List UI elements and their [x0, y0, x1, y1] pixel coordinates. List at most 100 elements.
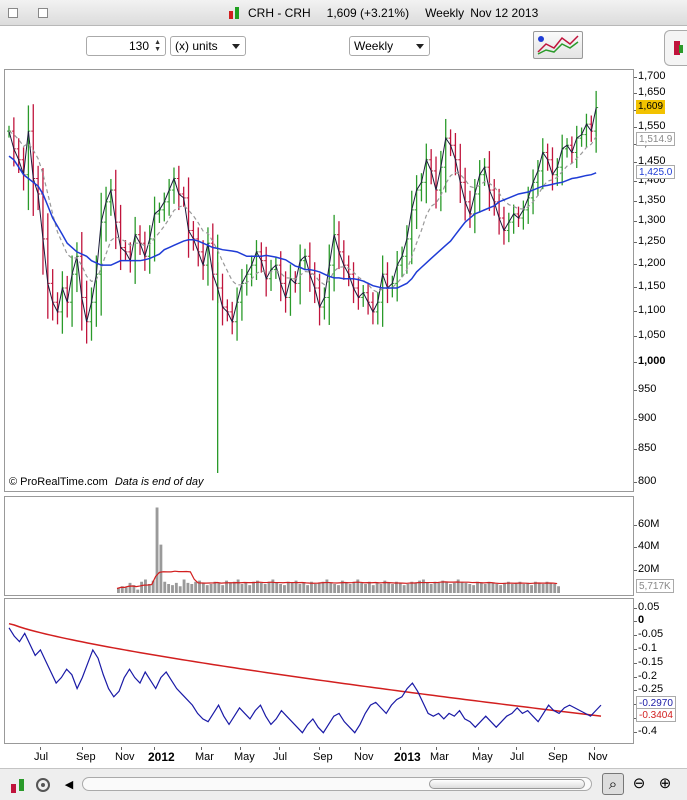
price-tick-mark [634, 77, 637, 78]
volume-chart-svg [116, 507, 560, 593]
units-count-input[interactable]: 130 ▲ ▼ [86, 36, 166, 56]
osc-tick-mark [634, 731, 637, 733]
draw-tool-icon[interactable] [8, 774, 30, 796]
price-chart-panel[interactable]: © ProRealTime.com Data is end of day [4, 69, 634, 492]
window-minimize-button[interactable] [38, 8, 48, 18]
volume-bar [286, 581, 290, 593]
volume-tick-label: 20M [638, 562, 660, 575]
volume-bar [503, 582, 506, 593]
price-tick-mark [634, 200, 637, 202]
period-select[interactable]: Weekly [349, 36, 430, 56]
oscillator-panel[interactable] [4, 598, 634, 744]
volume-bar [522, 584, 526, 593]
volume-bar [333, 584, 337, 593]
volume-bar [236, 579, 240, 593]
settings-icon[interactable] [32, 774, 54, 796]
title-date: Nov 12 2013 [470, 6, 539, 20]
price-tick-label: 1,350 [638, 193, 666, 206]
zoom-in-icon[interactable]: ⊕ [658, 775, 672, 792]
price-tick-label: 1,700 [638, 70, 666, 82]
time-tick-mark [279, 747, 280, 750]
volume-panel[interactable] [4, 496, 634, 596]
volume-bar [221, 585, 225, 593]
price-tick-label: 1,450 [638, 155, 666, 168]
volume-bar [174, 582, 178, 593]
window-close-button[interactable] [8, 8, 18, 18]
volume-bar [140, 581, 144, 593]
credit-source: © ProRealTime.com [9, 476, 108, 488]
volume-bar [367, 581, 371, 593]
volume-bar [255, 580, 259, 593]
volume-bar [190, 584, 194, 593]
ma-slow-badge: 1,514.9 [636, 131, 676, 146]
indicators-tool-button[interactable] [533, 31, 583, 59]
osc-tick-label: -0.1 [638, 641, 657, 654]
zoom-fit-icon[interactable]: ⌕ [602, 773, 624, 795]
price-tick-label: 950 [638, 382, 657, 395]
volume-bar [437, 582, 441, 593]
volume-bar [248, 585, 252, 593]
volume-bar [279, 584, 283, 593]
zoom-out-icon[interactable]: ⊖ [632, 775, 646, 792]
scrollbar-thumb[interactable] [429, 779, 585, 789]
volume-bar [147, 584, 151, 593]
volume-axis[interactable]: 60M 40M 20M 5,717K [634, 496, 687, 596]
units-stepper-icon[interactable]: ▲ ▼ [154, 39, 161, 53]
time-tick-mark [40, 747, 41, 750]
volume-bar [364, 584, 367, 593]
time-tick-mark [478, 747, 479, 750]
side-panel-toggle[interactable] [664, 30, 687, 66]
osc-tick-mark [634, 717, 637, 719]
volume-bar [452, 582, 456, 593]
volume-bar [348, 584, 352, 593]
volume-bar [545, 581, 549, 593]
volume-bar [433, 581, 437, 593]
price-tick-mark [634, 242, 637, 244]
volume-bar [201, 582, 205, 593]
chevron-down-icon [232, 44, 240, 49]
volume-bar [263, 584, 267, 593]
period-label: Weekly [354, 39, 394, 53]
volume-bar [167, 584, 171, 593]
time-scrollbar[interactable] [82, 777, 592, 791]
time-tick-mark [240, 747, 241, 750]
volume-bar [240, 584, 244, 593]
price-tick-mark [634, 162, 637, 164]
volume-bar [410, 581, 414, 593]
time-axis-label: Sep [76, 751, 96, 763]
title-price: 1,609 (+3.21%) [326, 6, 410, 20]
volume-bar [198, 580, 201, 593]
volume-bar [530, 585, 533, 593]
panel-toggle-icon [674, 41, 683, 55]
volume-bar [205, 585, 209, 593]
time-axis-label: May [234, 751, 255, 763]
volume-bar [321, 581, 325, 593]
volume-bar [325, 579, 329, 593]
price-tick-label: 1,650 [638, 86, 666, 99]
volume-tick-mark [634, 569, 637, 571]
volume-bar [151, 580, 155, 593]
time-tick-mark [516, 747, 517, 750]
volume-bar [383, 580, 387, 593]
time-axis-label: Mar [430, 751, 449, 763]
price-axis[interactable]: 1,7001,6501,6001,5501,5001,4501,4001,350… [634, 69, 687, 492]
volume-bar [387, 582, 391, 593]
volume-bar [360, 582, 364, 593]
price-tick-label: 850 [638, 442, 657, 455]
volume-bar [425, 582, 429, 593]
ma-slow-line [8, 130, 597, 294]
time-axis-label: Nov [354, 751, 374, 763]
time-axis[interactable]: Jul Sep Nov 2012 Mar May Jul Sep Nov 2013 Mar May Ju… [4, 747, 634, 767]
volume-bar [213, 581, 217, 593]
units-type-select[interactable]: (x) units [170, 36, 246, 56]
scroll-left-icon[interactable]: ◀ [64, 779, 74, 791]
volume-bar [302, 582, 306, 593]
volume-bar [541, 584, 545, 593]
oscillator-axis[interactable]: 0.050-0.05-0.1-0.15-0.2-0.25-0.3-0.35-0.… [634, 598, 687, 744]
price-tick-label: 1,300 [638, 214, 666, 227]
oscillator-chart-svg [8, 622, 602, 734]
price-tick-label: 1,000 [638, 355, 666, 368]
time-tick-mark [436, 747, 437, 750]
osc-tick-mark [634, 704, 637, 706]
price-tick-mark [634, 93, 637, 95]
